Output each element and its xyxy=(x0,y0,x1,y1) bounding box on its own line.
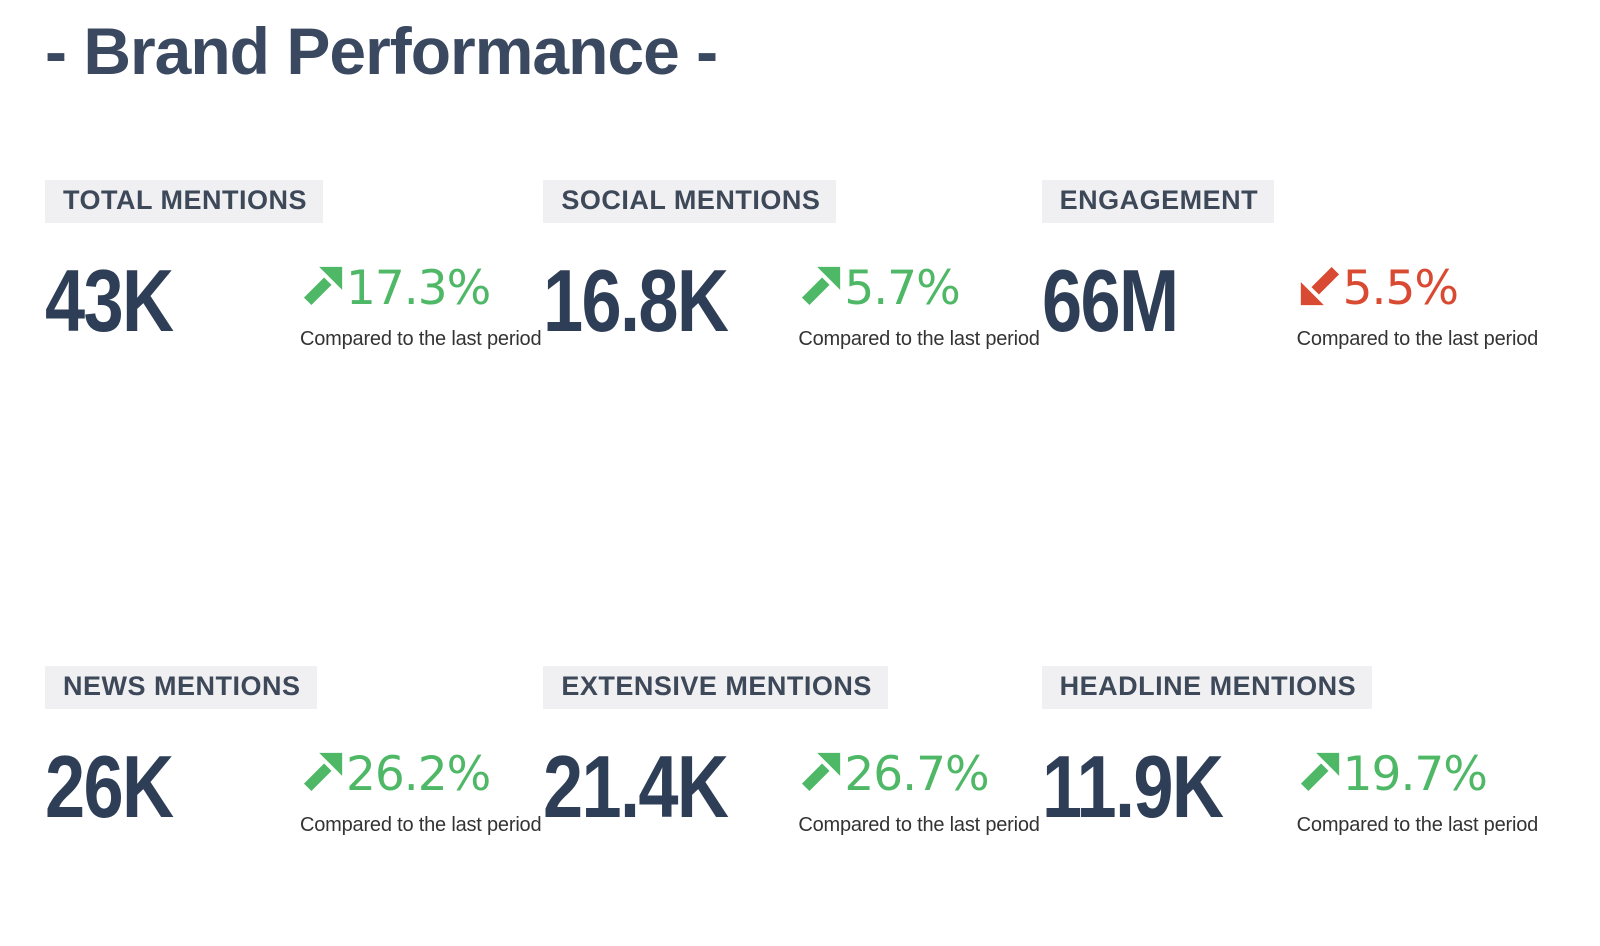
kpi-delta: 26.2% Compared to the last period xyxy=(300,751,542,837)
kpi-delta-value: 19.7% xyxy=(1342,746,1488,802)
kpi-delta-row: 19.7% xyxy=(1297,751,1538,798)
kpi-compare-label: Compared to the last period xyxy=(300,813,542,836)
kpi-delta-value: 5.7% xyxy=(844,260,960,316)
kpi-body: 21.4K 26.7% Compared to the last period xyxy=(543,736,1041,837)
trend-up-icon xyxy=(798,263,844,309)
trend-down-icon xyxy=(1297,263,1343,309)
trend-up-icon xyxy=(798,749,844,795)
kpi-grid: TOTAL MENTIONS 43K 17.3% Compared to the… xyxy=(45,179,1540,837)
kpi-compare-label: Compared to the last period xyxy=(798,327,1040,350)
kpi-card-headline-mentions: HEADLINE MENTIONS 11.9K 19.7% Compared t… xyxy=(1041,665,1540,837)
kpi-delta: 26.7% Compared to the last period xyxy=(798,751,1040,837)
kpi-delta: 5.7% Compared to the last period xyxy=(798,265,1040,351)
kpi-body: 16.8K 5.7% Compared to the last period xyxy=(543,250,1041,351)
kpi-compare-label: Compared to the last period xyxy=(798,813,1040,836)
kpi-delta-value: 17.3% xyxy=(346,260,491,316)
kpi-delta-row: 5.5% xyxy=(1297,265,1538,312)
kpi-delta-row: 17.3% xyxy=(300,265,541,312)
kpi-delta: 17.3% Compared to the last period xyxy=(300,265,542,351)
kpi-card-social-mentions: SOCIAL MENTIONS 16.8K 5.7% Compared to t… xyxy=(543,179,1041,351)
kpi-card-news-mentions: NEWS MENTIONS 26K 26.2% Compared to the … xyxy=(45,665,543,837)
kpi-value: 11.9K xyxy=(1041,736,1224,836)
kpi-card-engagement: ENGAGEMENT 66M 5.5% Compared to the last… xyxy=(1041,179,1540,351)
kpi-value: 43K xyxy=(45,250,174,350)
kpi-body: 43K 17.3% Compared to the last period xyxy=(45,250,543,351)
kpi-value: 26K xyxy=(45,736,174,836)
kpi-body: 26K 26.2% Compared to the last period xyxy=(45,736,543,837)
kpi-delta-row: 26.7% xyxy=(798,751,1039,798)
kpi-delta: 19.7% Compared to the last period xyxy=(1296,751,1539,837)
kpi-label: TOTAL MENTIONS xyxy=(45,179,324,223)
kpi-compare-label: Compared to the last period xyxy=(1296,327,1539,350)
kpi-label: HEADLINE MENTIONS xyxy=(1041,665,1373,709)
kpi-delta-row: 5.7% xyxy=(798,265,1039,312)
kpi-value: 66M xyxy=(1041,250,1179,350)
kpi-delta-value: 26.7% xyxy=(844,746,989,802)
kpi-compare-label: Compared to the last period xyxy=(300,327,542,350)
kpi-label: NEWS MENTIONS xyxy=(45,665,317,709)
trend-up-icon xyxy=(300,263,346,309)
kpi-compare-label: Compared to the last period xyxy=(1296,813,1539,836)
kpi-value: 16.8K xyxy=(543,250,729,350)
trend-up-icon xyxy=(1297,749,1343,795)
kpi-label: SOCIAL MENTIONS xyxy=(543,179,837,223)
kpi-delta-row: 26.2% xyxy=(300,751,541,798)
kpi-value: 21.4K xyxy=(543,736,729,836)
trend-up-icon xyxy=(300,749,346,795)
page-title: - Brand Performance - xyxy=(45,14,718,88)
kpi-label: EXTENSIVE MENTIONS xyxy=(543,665,888,709)
kpi-body: 66M 5.5% Compared to the last period xyxy=(1041,250,1540,351)
kpi-delta-value: 26.2% xyxy=(346,746,491,802)
kpi-body: 11.9K 19.7% Compared to the last period xyxy=(1041,736,1540,837)
kpi-card-total-mentions: TOTAL MENTIONS 43K 17.3% Compared to the… xyxy=(45,179,543,351)
kpi-card-extensive-mentions: EXTENSIVE MENTIONS 21.4K 26.7% Compared … xyxy=(543,665,1041,837)
kpi-delta-value: 5.5% xyxy=(1342,260,1459,316)
kpi-delta: 5.5% Compared to the last period xyxy=(1296,265,1539,351)
kpi-label: ENGAGEMENT xyxy=(1041,179,1275,223)
